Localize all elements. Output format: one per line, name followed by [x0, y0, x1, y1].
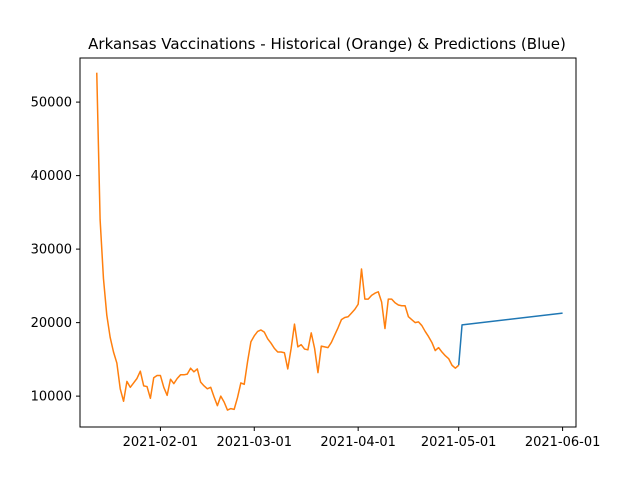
x-tick-label: 2021-06-01 [525, 435, 601, 450]
y-tick-label: 50000 [31, 96, 72, 111]
y-tick-label: 10000 [31, 390, 72, 405]
x-tick-label: 2021-02-01 [123, 435, 199, 450]
y-tick-label: 40000 [31, 169, 72, 184]
x-tick-label: 2021-03-01 [216, 435, 292, 450]
y-axis: 10000 20000 30000 40000 50000 [31, 96, 80, 405]
x-tick-label: 2021-05-01 [421, 435, 497, 450]
x-tick-label: 2021-04-01 [320, 435, 396, 450]
x-axis: 2021-02-01 2021-03-01 2021-04-01 2021-05-01… [123, 427, 601, 450]
series-line-1 [96, 72, 460, 411]
plot-area [96, 72, 563, 411]
y-tick-label: 30000 [31, 243, 72, 258]
y-tick-label: 20000 [31, 316, 72, 331]
chart-title: Arkansas Vaccinations - Historical (Oran… [88, 35, 566, 53]
axes-frame [79, 57, 577, 428]
series-line-0 [457, 312, 563, 366]
